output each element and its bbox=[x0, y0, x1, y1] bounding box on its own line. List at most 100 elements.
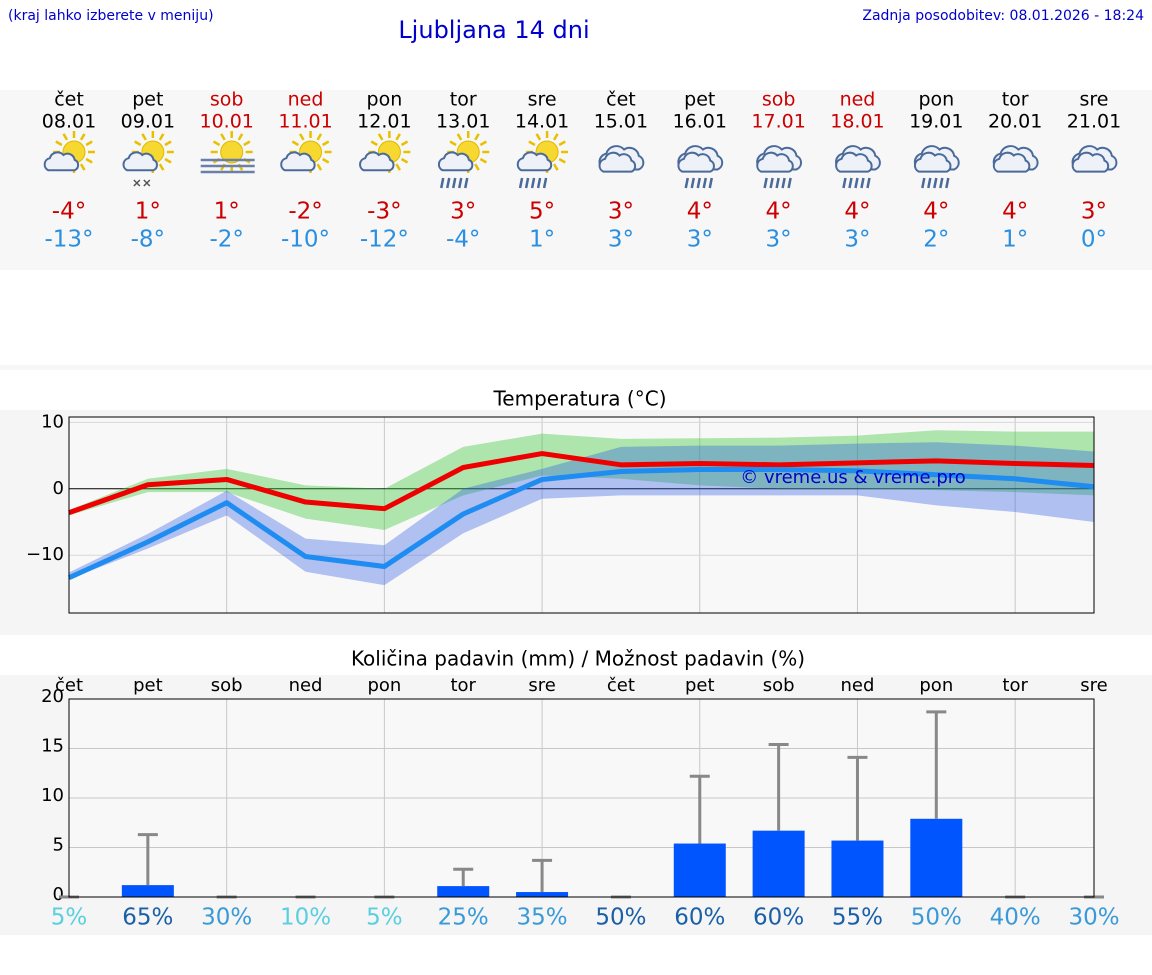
error-bar bbox=[137, 833, 158, 886]
snow bbox=[133, 179, 151, 187]
weather-icon bbox=[122, 131, 174, 187]
weekday: pet bbox=[684, 89, 715, 111]
y-tick-label: 5 bbox=[53, 835, 64, 856]
rain bbox=[702, 177, 707, 189]
weather-icon bbox=[913, 145, 960, 189]
min-temp: 2° bbox=[923, 227, 949, 253]
probability-label: 60% bbox=[674, 905, 725, 931]
probability-label: 50% bbox=[595, 905, 646, 931]
rain bbox=[763, 177, 768, 189]
min-temp: 3° bbox=[687, 227, 713, 253]
weather-icon bbox=[835, 145, 881, 189]
sun-ray bbox=[243, 140, 251, 147]
sun-ray bbox=[316, 163, 323, 171]
bar bbox=[516, 892, 569, 897]
sun-ray bbox=[158, 163, 165, 171]
error-bar bbox=[453, 867, 474, 887]
rain bbox=[690, 177, 695, 189]
date: 19.01 bbox=[909, 111, 963, 133]
sun-ray bbox=[85, 140, 93, 147]
x-tick-label: sre bbox=[528, 675, 555, 696]
error-bar bbox=[768, 743, 789, 831]
rain bbox=[848, 177, 853, 189]
rain bbox=[446, 177, 451, 189]
cloud bbox=[835, 151, 873, 173]
sun-ray bbox=[291, 140, 300, 147]
plot-frame bbox=[68, 698, 1095, 898]
weekday: čet bbox=[54, 89, 84, 111]
x-tick-label: pon bbox=[919, 675, 953, 696]
max-temp: -4° bbox=[52, 199, 86, 225]
sun bbox=[220, 140, 244, 164]
rain bbox=[860, 177, 865, 189]
x-tick-label: sob bbox=[763, 675, 795, 696]
max-temp: 4° bbox=[1002, 199, 1028, 225]
min-temp: -13° bbox=[44, 227, 93, 253]
sun-ray bbox=[474, 163, 480, 171]
max-temp: -2° bbox=[288, 199, 322, 225]
date: 18.01 bbox=[830, 111, 884, 133]
weather-icon bbox=[200, 131, 255, 174]
sun-ray bbox=[395, 133, 401, 141]
date: 21.01 bbox=[1067, 111, 1121, 133]
x-tick-label: pon bbox=[367, 675, 401, 696]
max-temp: 3° bbox=[450, 199, 476, 225]
weekday: tor bbox=[450, 89, 477, 111]
sun-ray bbox=[298, 133, 305, 141]
min-temp: 3° bbox=[844, 227, 870, 253]
date: 16.01 bbox=[673, 111, 727, 133]
x-tick-label: sre bbox=[1080, 675, 1107, 696]
sun-ray bbox=[62, 133, 69, 141]
plot-area bbox=[69, 417, 1094, 613]
x-tick-label: tor bbox=[450, 675, 476, 696]
rain bbox=[866, 177, 871, 189]
sun-ray bbox=[79, 133, 86, 141]
probability-label: 30% bbox=[201, 905, 252, 931]
sun-ray bbox=[164, 140, 172, 147]
sun-ray bbox=[220, 133, 226, 141]
weather-icon bbox=[1071, 145, 1118, 173]
date: 17.01 bbox=[751, 111, 805, 133]
cloud bbox=[598, 151, 637, 173]
cloud bbox=[437, 151, 474, 172]
cloud bbox=[359, 151, 395, 172]
rain bbox=[524, 177, 530, 189]
probability-label: 55% bbox=[832, 905, 883, 931]
weekday: sob bbox=[210, 89, 244, 111]
x-tick-label: sob bbox=[211, 675, 243, 696]
probability-label: 35% bbox=[517, 905, 568, 931]
sun-ray bbox=[456, 133, 463, 141]
rain bbox=[769, 177, 774, 189]
rain bbox=[945, 177, 950, 189]
max-temp: -3° bbox=[367, 199, 401, 225]
error-bar bbox=[532, 858, 553, 893]
probability-label: 50% bbox=[911, 905, 962, 931]
weekday: pet bbox=[132, 89, 163, 111]
weekday: pon bbox=[918, 89, 954, 111]
weather-icon bbox=[437, 131, 490, 189]
bar bbox=[121, 885, 174, 897]
sun-ray bbox=[552, 163, 559, 171]
weekday: sre bbox=[528, 89, 557, 111]
chart-title: Količina padavin (mm) / Možnost padavin … bbox=[351, 647, 805, 671]
cloud bbox=[677, 151, 715, 173]
sun-ray bbox=[449, 140, 457, 147]
rain bbox=[518, 177, 524, 189]
date: 13.01 bbox=[436, 111, 490, 133]
weather-icon bbox=[280, 131, 332, 173]
forecast-strip bbox=[0, 90, 1152, 270]
max-temp: 4° bbox=[687, 199, 713, 225]
sun-ray bbox=[479, 140, 488, 147]
y-tick-label: 20 bbox=[41, 686, 64, 707]
y-tick-label: 15 bbox=[41, 736, 64, 757]
weekday: tor bbox=[1002, 89, 1029, 111]
date: 11.01 bbox=[278, 111, 332, 133]
x-tick-label: tor bbox=[1002, 675, 1028, 696]
date: 12.01 bbox=[357, 111, 411, 133]
max-temp: 1° bbox=[214, 199, 240, 225]
y-tick-label: 10 bbox=[41, 411, 64, 432]
sun-ray bbox=[479, 157, 488, 164]
min-temp: 1° bbox=[529, 227, 555, 253]
menu-hint: (kraj lahko izberete v meniju) bbox=[8, 8, 214, 24]
weather-icon bbox=[992, 145, 1039, 173]
